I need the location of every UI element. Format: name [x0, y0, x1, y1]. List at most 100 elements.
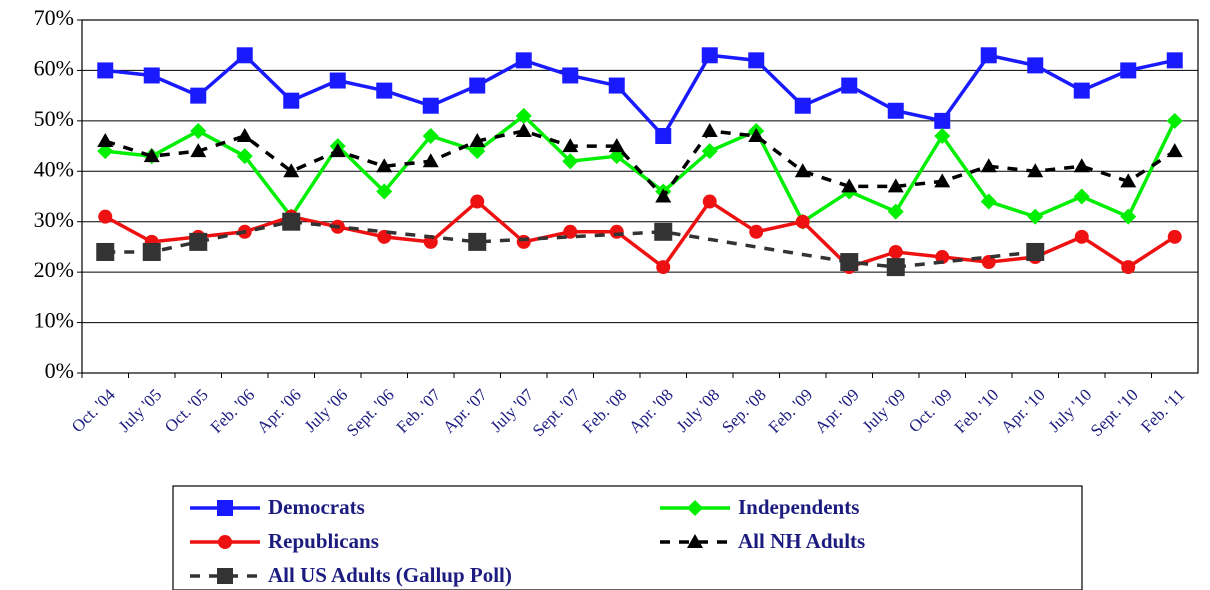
x-tick-label: Sept. '06 — [343, 385, 398, 440]
x-tick-label: Apr. '10 — [997, 385, 1049, 437]
marker — [1073, 82, 1090, 99]
marker — [97, 62, 114, 79]
marker — [470, 194, 485, 209]
x-tick-label: Apr. '08 — [625, 385, 677, 437]
marker — [190, 122, 207, 139]
y-tick-label: 0% — [45, 358, 74, 383]
marker — [376, 158, 393, 173]
marker — [887, 203, 904, 220]
marker — [655, 188, 672, 203]
marker — [888, 244, 903, 259]
x-tick-label: July '05 — [115, 385, 166, 436]
y-tick-label: 40% — [34, 156, 74, 181]
marker — [887, 102, 904, 119]
marker — [236, 47, 253, 64]
marker — [1073, 158, 1090, 173]
marker — [840, 253, 859, 272]
marker — [469, 143, 486, 160]
legend-marker — [218, 535, 232, 549]
marker — [468, 232, 487, 251]
marker — [515, 107, 532, 124]
x-tick-label: Feb. '07 — [393, 385, 445, 437]
legend-label: All US Adults (Gallup Poll) — [268, 563, 512, 587]
marker — [97, 143, 114, 160]
x-tick-label: July '08 — [673, 385, 724, 436]
marker — [748, 127, 765, 142]
marker — [562, 153, 579, 170]
marker — [1166, 143, 1183, 158]
marker — [794, 163, 811, 178]
marker — [236, 148, 253, 165]
marker — [96, 242, 115, 261]
marker — [701, 143, 718, 160]
marker — [422, 153, 439, 168]
y-tick-label: 10% — [34, 308, 74, 333]
x-tick-label: Apr. '09 — [811, 385, 863, 437]
legend-label: Independents — [738, 495, 859, 519]
marker — [515, 122, 532, 137]
marker — [1073, 188, 1090, 205]
y-tick-label: 50% — [34, 106, 74, 131]
marker — [515, 52, 532, 69]
marker — [562, 138, 579, 153]
marker — [143, 148, 160, 163]
marker — [1121, 260, 1136, 275]
marker — [562, 67, 579, 84]
x-tick-label: Sept. '07 — [529, 385, 584, 440]
marker — [1027, 163, 1044, 178]
y-tick-label: 60% — [34, 55, 74, 80]
marker — [422, 97, 439, 114]
marker — [1167, 229, 1182, 244]
marker — [701, 122, 718, 137]
marker — [190, 87, 207, 104]
marker — [934, 173, 951, 188]
marker — [656, 260, 671, 275]
marker — [841, 178, 858, 193]
marker — [516, 234, 531, 249]
marker — [795, 214, 810, 229]
x-tick-label: Sept. '10 — [1087, 385, 1142, 440]
marker — [980, 193, 997, 210]
marker — [236, 127, 253, 142]
marker — [1120, 173, 1137, 188]
marker — [654, 222, 673, 241]
x-tick-label: Feb. '08 — [579, 385, 631, 437]
marker — [609, 224, 624, 239]
marker — [190, 143, 207, 158]
marker — [935, 250, 950, 265]
marker — [282, 212, 301, 231]
marker — [886, 258, 905, 277]
marker — [749, 224, 764, 239]
marker — [376, 183, 393, 200]
marker — [469, 133, 486, 148]
marker — [841, 77, 858, 94]
marker — [980, 47, 997, 64]
marker — [608, 77, 625, 94]
x-tick-label: Feb. '10 — [951, 385, 1003, 437]
marker — [1026, 242, 1045, 261]
legend-box — [172, 485, 1083, 590]
x-tick-label: Apr. '06 — [253, 385, 305, 437]
marker — [748, 52, 765, 69]
marker — [283, 92, 300, 109]
marker — [1120, 208, 1137, 225]
marker — [1074, 229, 1089, 244]
marker — [469, 77, 486, 94]
x-tick-label: Feb. '11 — [1137, 385, 1188, 436]
x-tick-label: Feb. '09 — [765, 385, 817, 437]
marker — [423, 234, 438, 249]
y-tick-label: 30% — [34, 207, 74, 232]
legend-label: All NH Adults — [738, 529, 865, 553]
marker — [934, 127, 951, 144]
legend-label: Democrats — [268, 495, 365, 519]
marker — [608, 138, 625, 153]
marker — [376, 82, 393, 99]
marker — [934, 112, 951, 129]
series-line — [104, 129, 1176, 200]
x-tick-label: Feb. '06 — [207, 385, 259, 437]
series-line — [105, 52, 1176, 139]
y-tick-label: 70% — [34, 5, 74, 30]
marker — [422, 127, 439, 144]
x-tick-label: Oct. '09 — [905, 385, 956, 436]
